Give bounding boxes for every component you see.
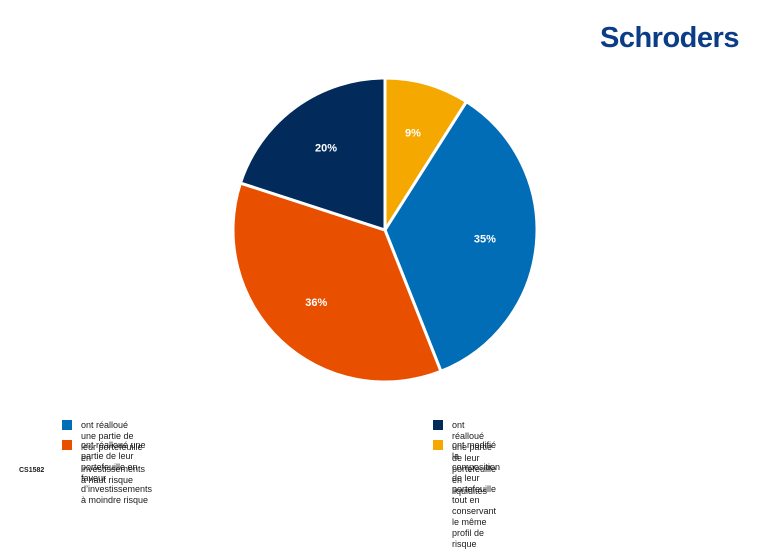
- pie-slice-label-2: 36%: [305, 297, 327, 309]
- legend-label: ont réalloué une partie de leur portefeu…: [81, 420, 146, 485]
- pie-slice-0: [383, 76, 468, 232]
- legend-swatch: [62, 440, 72, 450]
- pie-slice-1: [383, 100, 539, 373]
- schroders-logo: Schroders: [600, 22, 739, 54]
- pie-slice-label-1: 35%: [474, 233, 496, 245]
- pie-slice-2: [231, 181, 443, 384]
- legend-swatch: [433, 440, 443, 450]
- legend-swatch: [62, 420, 72, 430]
- legend-label: ont modifié la composition de leur porte…: [452, 440, 501, 549]
- pie-slice-label-0: 9%: [405, 128, 421, 140]
- pie-slice-label-3: 20%: [315, 143, 337, 155]
- legend-label: ont réalloué une partie de leur portefeu…: [81, 440, 153, 505]
- document-code: CS1582: [19, 467, 45, 474]
- pie-chart: 9% 35% 36% 20%: [231, 76, 539, 384]
- pie-slice-3: [238, 76, 387, 232]
- legend-swatch: [433, 420, 443, 430]
